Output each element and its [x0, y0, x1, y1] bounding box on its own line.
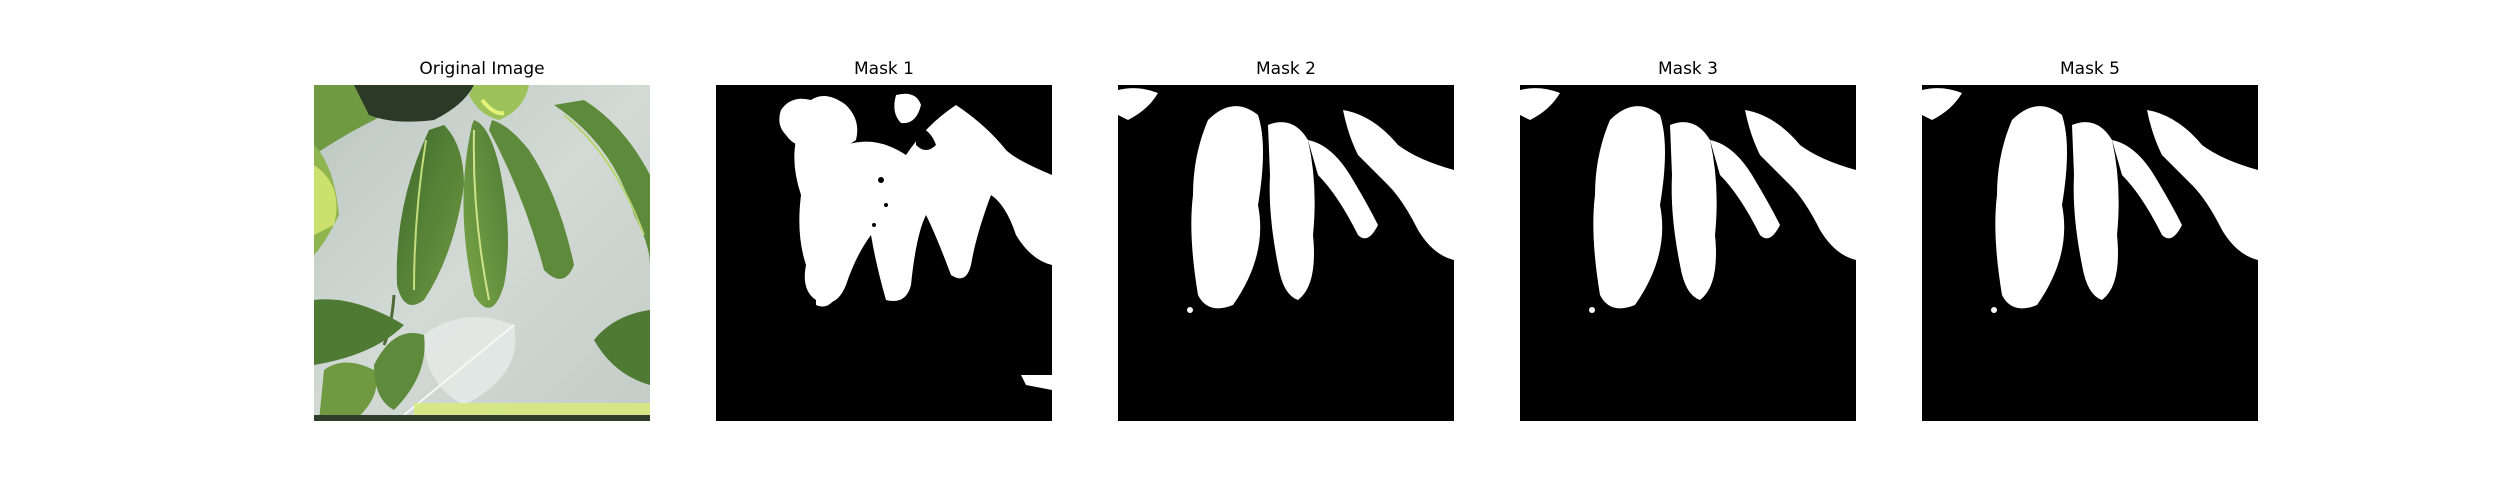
panel-title: Mask 1 — [853, 59, 914, 79]
mask-image-2 — [1118, 85, 1454, 421]
mask-image-5 — [1922, 85, 2258, 421]
mask-image-1 — [716, 85, 1052, 421]
panel-title: Original Image — [419, 59, 545, 79]
panel-title: Mask 5 — [2059, 59, 2120, 79]
panel-title: Mask 3 — [1657, 59, 1718, 79]
panel-title: Mask 2 — [1255, 59, 1316, 79]
mask-image-3 — [1520, 85, 1856, 421]
original-photo — [314, 85, 650, 421]
